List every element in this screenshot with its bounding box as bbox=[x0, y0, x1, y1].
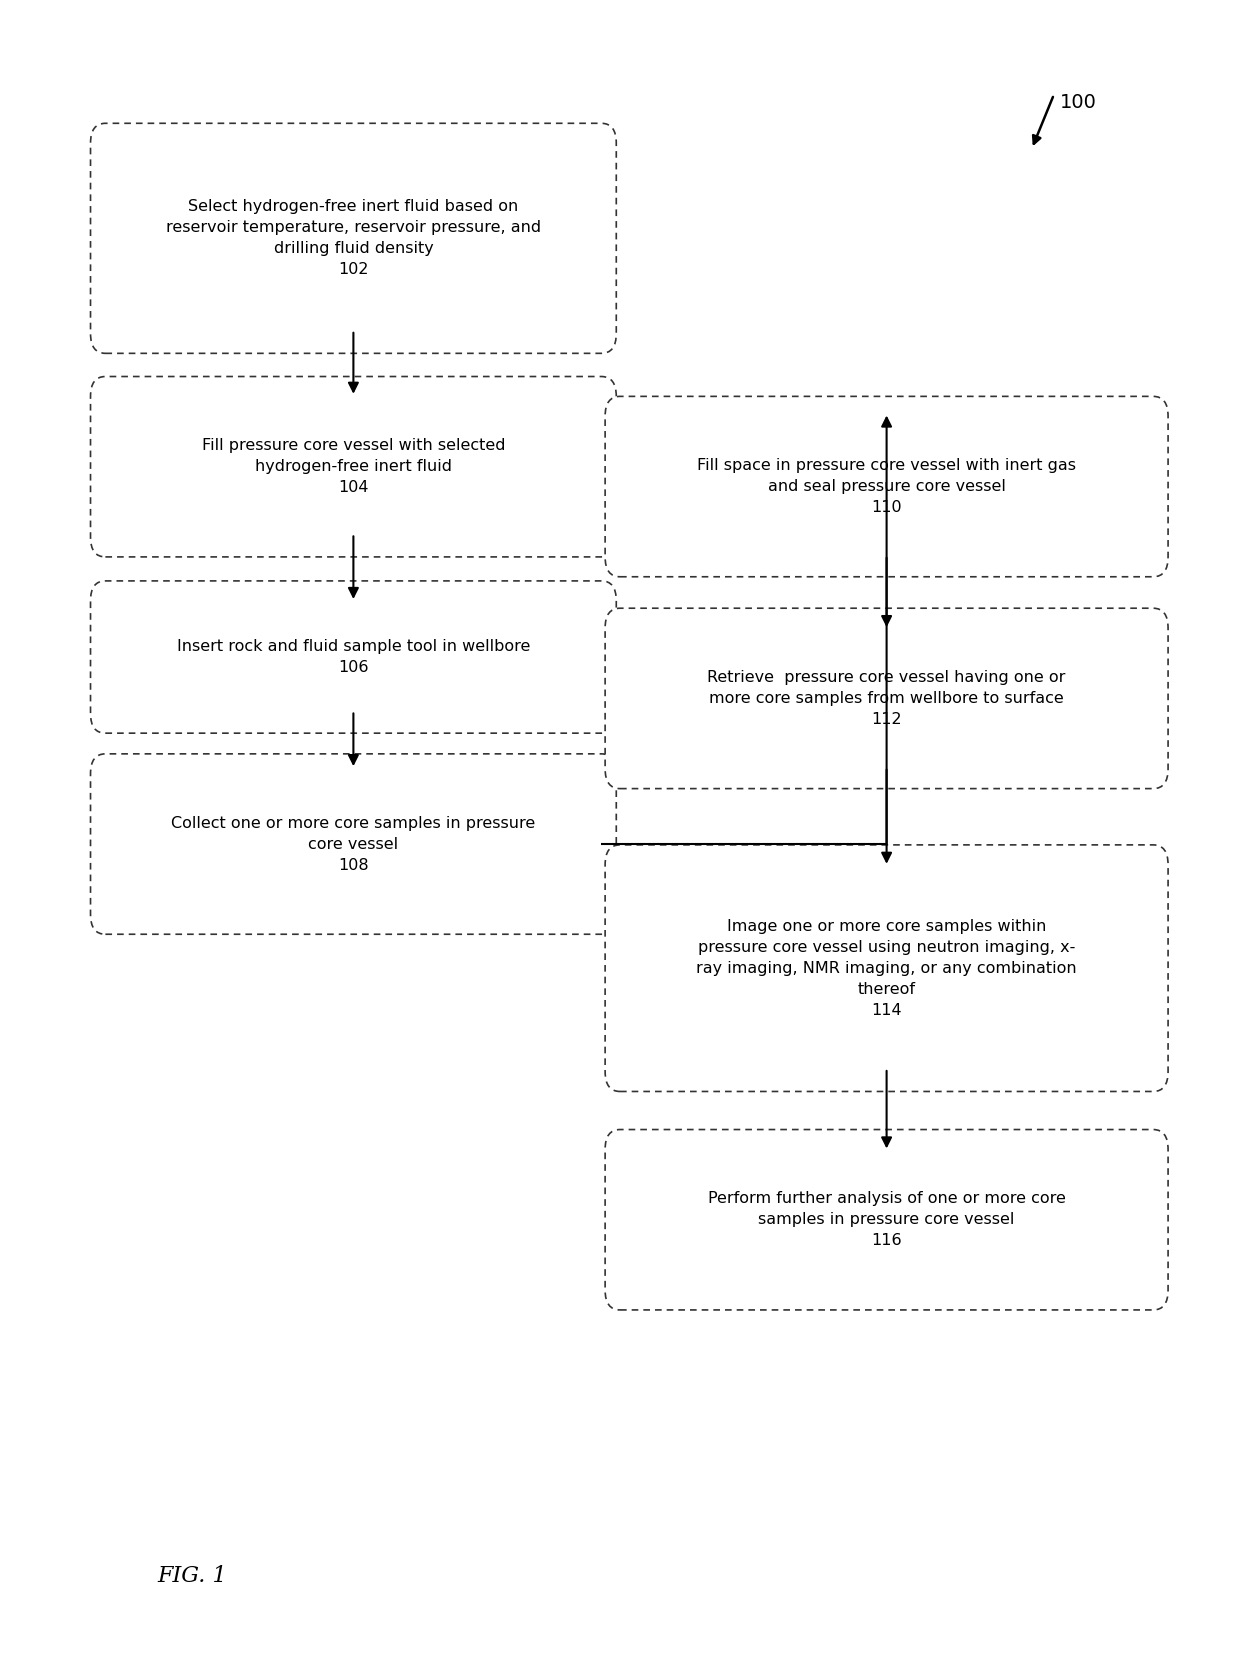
Text: Insert rock and fluid sample tool in wellbore
106: Insert rock and fluid sample tool in wel… bbox=[177, 639, 529, 675]
Text: Fill space in pressure core vessel with inert gas
and seal pressure core vessel
: Fill space in pressure core vessel with … bbox=[697, 458, 1076, 515]
Text: FIG. 1: FIG. 1 bbox=[157, 1564, 227, 1587]
Text: Perform further analysis of one or more core
samples in pressure core vessel
116: Perform further analysis of one or more … bbox=[708, 1192, 1065, 1248]
FancyBboxPatch shape bbox=[91, 755, 616, 933]
Text: Fill pressure core vessel with selected
hydrogen-free inert fluid
104: Fill pressure core vessel with selected … bbox=[202, 439, 505, 495]
FancyBboxPatch shape bbox=[91, 377, 616, 556]
FancyBboxPatch shape bbox=[605, 397, 1168, 578]
FancyBboxPatch shape bbox=[91, 124, 616, 354]
Text: Collect one or more core samples in pressure
core vessel
108: Collect one or more core samples in pres… bbox=[171, 816, 536, 872]
Text: 100: 100 bbox=[1060, 93, 1097, 113]
Text: Select hydrogen-free inert fluid based on
reservoir temperature, reservoir press: Select hydrogen-free inert fluid based o… bbox=[166, 199, 541, 278]
FancyBboxPatch shape bbox=[91, 581, 616, 733]
Text: Retrieve  pressure core vessel having one or
more core samples from wellbore to : Retrieve pressure core vessel having one… bbox=[707, 670, 1066, 727]
FancyBboxPatch shape bbox=[605, 844, 1168, 1092]
Text: Image one or more core samples within
pressure core vessel using neutron imaging: Image one or more core samples within pr… bbox=[697, 919, 1076, 1018]
FancyBboxPatch shape bbox=[605, 609, 1168, 789]
FancyBboxPatch shape bbox=[605, 1129, 1168, 1311]
